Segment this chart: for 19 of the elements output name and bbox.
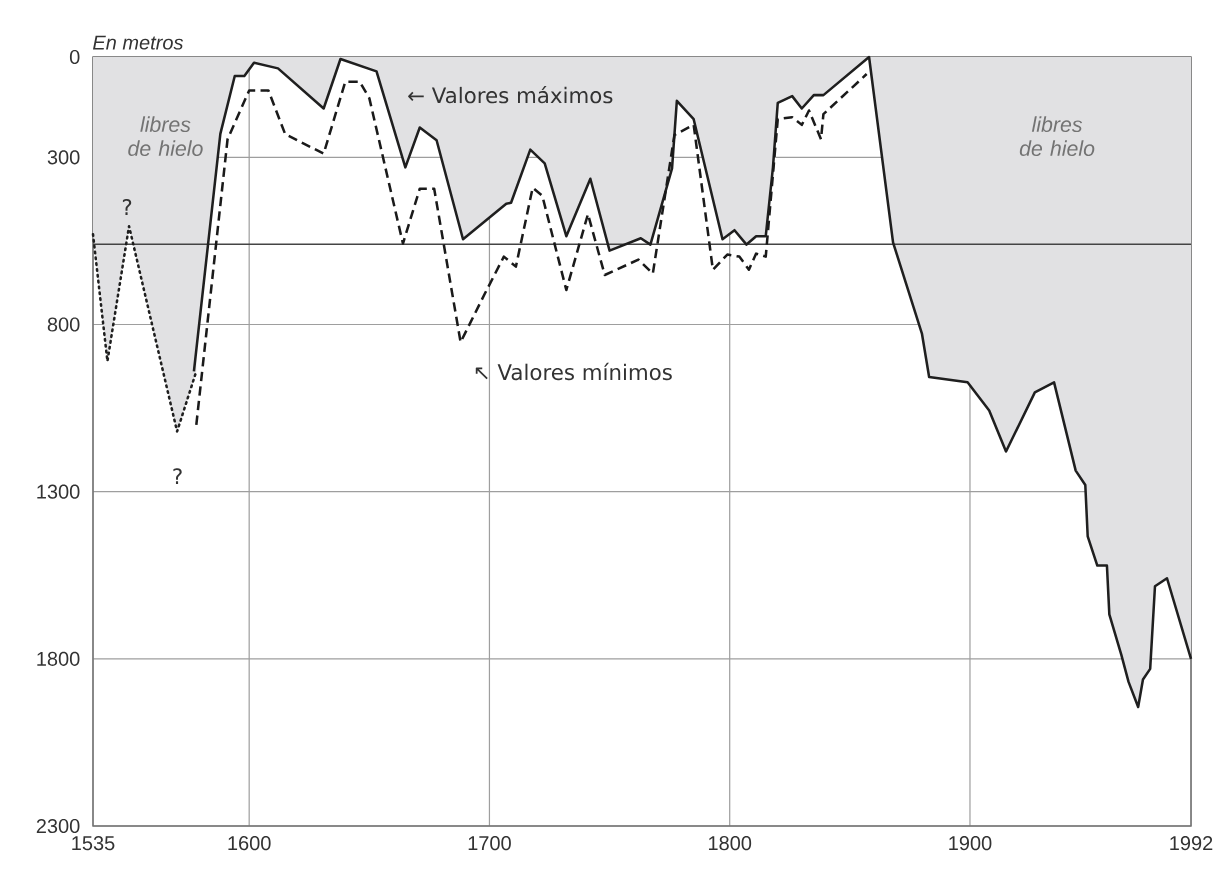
x-tick-label: 1535 — [72, 836, 115, 851]
y-tick-label: 0 — [69, 49, 80, 65]
x-tick-label: 1900 — [949, 836, 992, 851]
y-tick-label: 800 — [47, 317, 80, 332]
annotation: libres de hielo — [128, 116, 203, 157]
annotation: ? — [122, 199, 132, 215]
annotation: ? — [173, 468, 182, 485]
y-tick-label: 300 — [47, 150, 80, 165]
x-tick-label: 1992 — [1170, 836, 1213, 851]
annotation: ↖ Valores mínimos — [475, 362, 672, 381]
x-tick-label: 1800 — [708, 836, 752, 851]
annotation: libres de hielo — [1019, 116, 1095, 157]
y-tick-label: 1300 — [37, 484, 80, 499]
y-tick-label: 2300 — [36, 818, 80, 834]
x-tick-label: 1600 — [228, 836, 271, 851]
y-tick-label: 1800 — [37, 651, 80, 666]
y-axis-title: En metros — [92, 35, 184, 50]
x-tick-label: 1700 — [468, 836, 511, 851]
annotation: ← Valores máximos — [408, 86, 613, 104]
